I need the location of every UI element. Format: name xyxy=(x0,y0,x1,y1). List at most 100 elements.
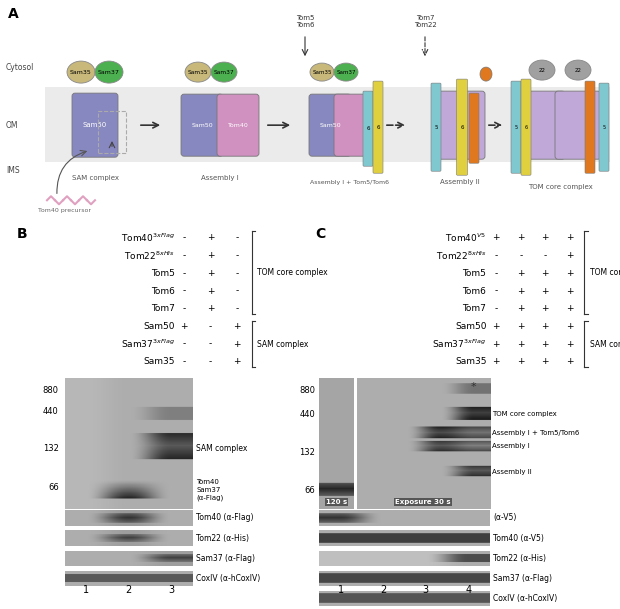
Ellipse shape xyxy=(67,61,95,83)
Text: +: + xyxy=(517,286,525,295)
Ellipse shape xyxy=(95,61,123,83)
Text: 3: 3 xyxy=(168,585,174,595)
Text: SAM complex: SAM complex xyxy=(590,340,620,348)
Text: B: B xyxy=(17,228,27,242)
Text: Sam50: Sam50 xyxy=(319,122,341,128)
Text: Sam35: Sam35 xyxy=(188,69,208,74)
Text: Tom40 (α-V5): Tom40 (α-V5) xyxy=(494,533,544,543)
Text: 6: 6 xyxy=(460,125,464,130)
Text: +: + xyxy=(206,304,214,313)
Text: 66: 66 xyxy=(304,486,315,495)
Text: +: + xyxy=(206,286,214,295)
FancyBboxPatch shape xyxy=(309,94,351,156)
Text: (α-V5): (α-V5) xyxy=(494,513,516,523)
Text: -: - xyxy=(182,269,185,278)
Text: -: - xyxy=(495,286,498,295)
Text: Tom5: Tom5 xyxy=(463,269,487,278)
Ellipse shape xyxy=(565,60,591,80)
Text: Tom22 (α-His): Tom22 (α-His) xyxy=(494,554,546,563)
Text: Assembly I: Assembly I xyxy=(201,175,239,181)
Text: A: A xyxy=(8,7,19,21)
Text: Assembly I: Assembly I xyxy=(492,443,530,449)
FancyBboxPatch shape xyxy=(511,81,521,173)
Text: 6: 6 xyxy=(366,126,370,131)
Text: -: - xyxy=(235,251,239,260)
Text: +: + xyxy=(517,340,525,348)
Text: Sam37$^{3xFlag}$: Sam37$^{3xFlag}$ xyxy=(121,338,175,350)
Text: 2: 2 xyxy=(125,585,132,595)
FancyBboxPatch shape xyxy=(599,83,609,171)
Text: 66: 66 xyxy=(48,483,59,492)
Ellipse shape xyxy=(310,63,334,81)
Text: Sam37 (α-Flag): Sam37 (α-Flag) xyxy=(196,554,255,563)
Text: -: - xyxy=(182,251,185,260)
Text: Assembly II: Assembly II xyxy=(440,179,480,185)
FancyBboxPatch shape xyxy=(435,91,485,159)
Text: +: + xyxy=(566,286,574,295)
Text: +: + xyxy=(180,322,188,331)
Text: Tom40
Sam37
(α-Flag): Tom40 Sam37 (α-Flag) xyxy=(196,479,223,501)
Text: Tom40 (α-Flag): Tom40 (α-Flag) xyxy=(196,513,254,523)
Text: 132: 132 xyxy=(43,444,59,452)
Text: -: - xyxy=(209,357,212,366)
Text: -: - xyxy=(235,233,239,242)
Text: -: - xyxy=(235,304,239,313)
Text: 2: 2 xyxy=(380,585,386,595)
Text: -: - xyxy=(235,269,239,278)
Text: -: - xyxy=(544,251,547,260)
Text: TOM core complex: TOM core complex xyxy=(492,411,557,417)
Text: Sam37: Sam37 xyxy=(214,69,234,74)
Text: 120 s: 120 s xyxy=(326,499,347,505)
Text: +: + xyxy=(517,357,525,366)
FancyBboxPatch shape xyxy=(469,93,479,163)
Text: Sam50: Sam50 xyxy=(191,122,213,128)
Text: 6: 6 xyxy=(376,125,379,130)
Text: Tom6: Tom6 xyxy=(151,286,175,295)
Text: -: - xyxy=(182,304,185,313)
Text: -: - xyxy=(182,340,185,348)
Text: -: - xyxy=(209,322,212,331)
Text: -: - xyxy=(519,251,522,260)
Text: IMS: IMS xyxy=(6,166,20,175)
Text: TOM core complex: TOM core complex xyxy=(528,185,592,190)
Text: -: - xyxy=(209,340,212,348)
Text: 880: 880 xyxy=(43,386,59,395)
Text: 880: 880 xyxy=(299,386,315,395)
Ellipse shape xyxy=(334,63,358,81)
Text: Tom7: Tom7 xyxy=(463,304,487,313)
Text: -: - xyxy=(182,286,185,295)
Text: +: + xyxy=(541,304,549,313)
Text: +: + xyxy=(206,233,214,242)
Text: 132: 132 xyxy=(299,448,315,457)
Text: Cytosol: Cytosol xyxy=(6,63,34,72)
Text: +: + xyxy=(492,322,500,331)
Text: Sam50: Sam50 xyxy=(455,322,487,331)
Text: +: + xyxy=(566,233,574,242)
Text: Tom40$^{3xFlag}$: Tom40$^{3xFlag}$ xyxy=(121,231,175,244)
Text: SAM complex: SAM complex xyxy=(257,340,308,348)
Text: +: + xyxy=(541,233,549,242)
Text: Sam50: Sam50 xyxy=(144,322,175,331)
Text: 22: 22 xyxy=(575,68,582,72)
Text: TOM core complex: TOM core complex xyxy=(257,268,327,276)
Text: +: + xyxy=(541,269,549,278)
Text: Tom40 precursor: Tom40 precursor xyxy=(38,208,92,213)
FancyBboxPatch shape xyxy=(431,83,441,171)
Text: 1: 1 xyxy=(83,585,89,595)
Text: Tom22 (α-His): Tom22 (α-His) xyxy=(196,533,249,543)
Text: +: + xyxy=(541,357,549,366)
Text: +: + xyxy=(233,357,241,366)
Text: Sam50: Sam50 xyxy=(83,122,107,128)
Text: Sam35: Sam35 xyxy=(144,357,175,366)
Text: -: - xyxy=(495,304,498,313)
FancyBboxPatch shape xyxy=(373,81,383,173)
Text: Assembly I + Tom5/Tom6: Assembly I + Tom5/Tom6 xyxy=(492,429,580,435)
Text: 5: 5 xyxy=(434,125,438,130)
Text: +: + xyxy=(517,269,525,278)
Text: Tom6: Tom6 xyxy=(463,286,487,295)
Text: -: - xyxy=(495,269,498,278)
FancyBboxPatch shape xyxy=(519,91,565,159)
FancyBboxPatch shape xyxy=(181,94,223,156)
Ellipse shape xyxy=(185,62,211,82)
Text: 3: 3 xyxy=(423,585,429,595)
